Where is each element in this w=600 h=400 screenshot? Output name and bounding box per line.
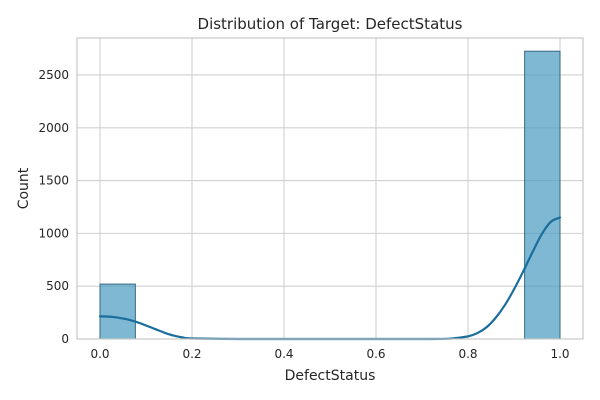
x-tick-label: 0.2 <box>182 347 201 361</box>
histogram-bar-1 <box>524 50 561 340</box>
kde-line <box>98 216 562 341</box>
chart-title: Distribution of Target: DefectStatus <box>198 15 463 33</box>
y-tick-label: 500 <box>46 279 69 293</box>
x-tick-label: 0.0 <box>90 347 109 361</box>
x-tick-label: 0.8 <box>458 347 477 361</box>
y-axis-label: Count <box>16 167 32 209</box>
y-tick-label: 2000 <box>38 121 69 135</box>
histogram-bars <box>99 50 561 340</box>
tick-labels: 0.0 0.2 0.4 0.6 0.8 1.0 0 500 1000 1500 2000 2500 <box>38 68 569 361</box>
x-tick-label: 0.6 <box>366 347 385 361</box>
y-tick-label: 0 <box>61 332 69 346</box>
y-tick-label: 2500 <box>38 68 69 82</box>
x-tick-label: 1.0 <box>550 347 569 361</box>
y-tick-label: 1000 <box>38 226 69 240</box>
plot-frame <box>76 37 584 340</box>
kde-curve-layer <box>98 216 562 341</box>
grid-lines <box>77 38 583 340</box>
y-tick-label: 1500 <box>38 174 69 188</box>
x-tick-label: 0.4 <box>274 347 293 361</box>
x-axis-label: DefectStatus <box>285 368 376 384</box>
histogram-bar-0 <box>99 283 136 340</box>
